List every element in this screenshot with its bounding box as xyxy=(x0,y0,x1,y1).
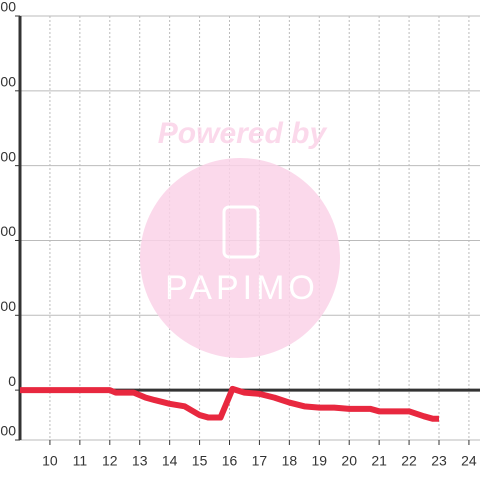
watermark: Powered by PAPIMO xyxy=(140,117,340,358)
x-tick-label: 10 xyxy=(42,453,58,469)
y-tick-label: 150,000 xyxy=(0,0,16,15)
y-tick-label: -20,000 xyxy=(0,423,16,439)
x-tick-label: 11 xyxy=(73,453,88,469)
x-tick-label: 14 xyxy=(162,453,178,469)
x-tick-label: 17 xyxy=(252,453,268,469)
x-tick-label: 16 xyxy=(222,453,238,469)
y-tick-label: 120,000 xyxy=(0,74,16,90)
watermark-logo: PAPIMO xyxy=(165,269,319,307)
x-tick-label: 15 xyxy=(192,453,208,469)
watermark-icon xyxy=(222,205,260,259)
x-tick-label: 19 xyxy=(311,453,327,469)
data-line xyxy=(20,385,439,422)
watermark-text: Powered by xyxy=(158,117,328,150)
x-tick-label: 12 xyxy=(102,453,118,469)
y-tick-label: 90,000 xyxy=(0,148,16,164)
x-tick-label: 18 xyxy=(282,453,298,469)
x-tick-label: 13 xyxy=(132,453,148,469)
y-tick-label: 30,000 xyxy=(0,298,16,314)
x-tick-label: 21 xyxy=(371,453,387,469)
y-tick-label: 60,000 xyxy=(0,223,16,239)
x-tick-label: 24 xyxy=(461,453,477,469)
y-tick-label: 0 xyxy=(8,373,16,389)
x-tick-label: 20 xyxy=(341,453,357,469)
x-tick-label: 22 xyxy=(401,453,417,469)
x-tick-label: 23 xyxy=(431,453,447,469)
